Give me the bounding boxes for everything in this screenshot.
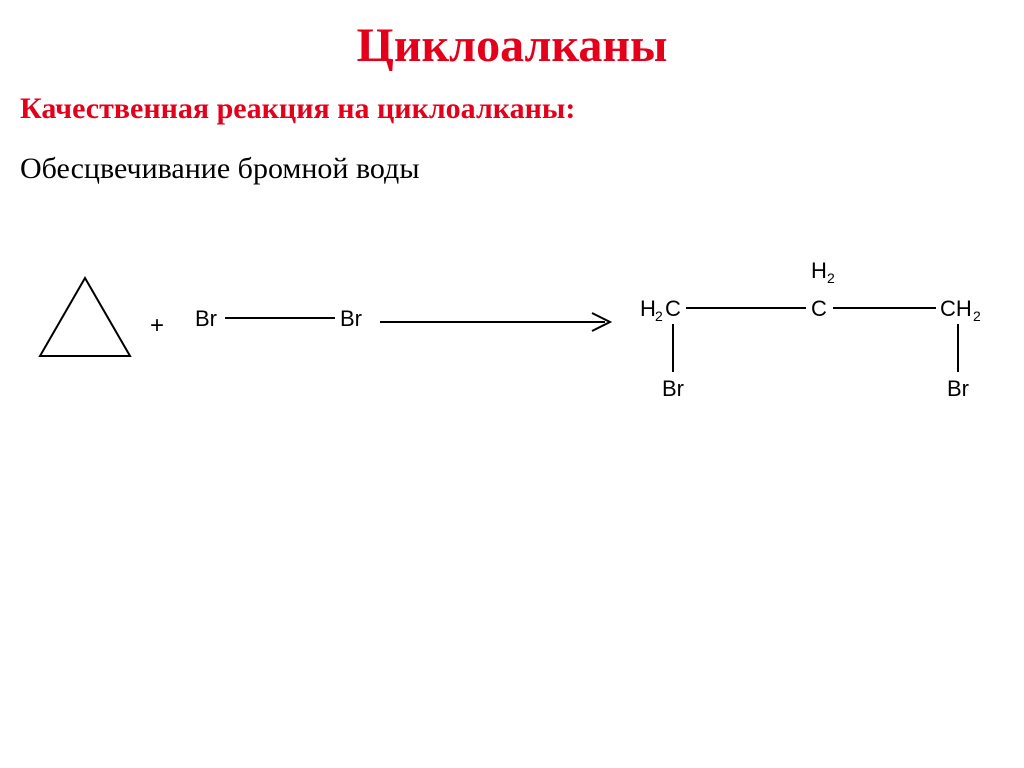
c1-H: H (640, 296, 656, 321)
br-left-label: Br (195, 306, 217, 331)
plus-text: + (150, 312, 164, 339)
triangle-shape (40, 278, 130, 356)
title-text: Циклоалканы (357, 19, 668, 72)
c3-CH: CH (940, 296, 972, 321)
plus-symbol: + (150, 312, 164, 340)
c2-top-H: H (811, 258, 827, 283)
c2-top-sub: 2 (827, 270, 835, 286)
reaction-diagram: + Br Br H 2 H (20, 260, 1004, 460)
c2-C: C (811, 296, 827, 321)
product-molecule: H 2 H 2 C C CH 2 Br (640, 258, 1000, 433)
c3-sub: 2 (973, 308, 981, 324)
body-text: Обесцвечивание бромной воды (20, 152, 419, 186)
br2-svg: Br Br (195, 288, 370, 348)
product-svg: H 2 H 2 C C CH 2 Br (640, 258, 1000, 428)
subtitle-text: Качественная реакция на циклоалканы: (20, 92, 575, 125)
subtitle: Качественная реакция на циклоалканы: (20, 92, 575, 126)
bromine-reactant: Br Br (195, 288, 370, 353)
c1-sub: 2 (655, 308, 663, 324)
arrow-svg (380, 302, 630, 342)
br-right-product: Br (947, 376, 969, 401)
c1-C: C (665, 296, 681, 321)
br-left-product: Br (662, 376, 684, 401)
body-text-content: Обесцвечивание бромной воды (20, 152, 419, 185)
slide: Циклоалканы Качественная реакция на цикл… (0, 0, 1024, 768)
cyclopropane-svg (30, 270, 140, 370)
reaction-arrow (380, 302, 630, 347)
page-title: Циклоалканы (0, 18, 1024, 73)
cyclopropane-reactant (30, 270, 140, 375)
br-right-label: Br (340, 306, 362, 331)
